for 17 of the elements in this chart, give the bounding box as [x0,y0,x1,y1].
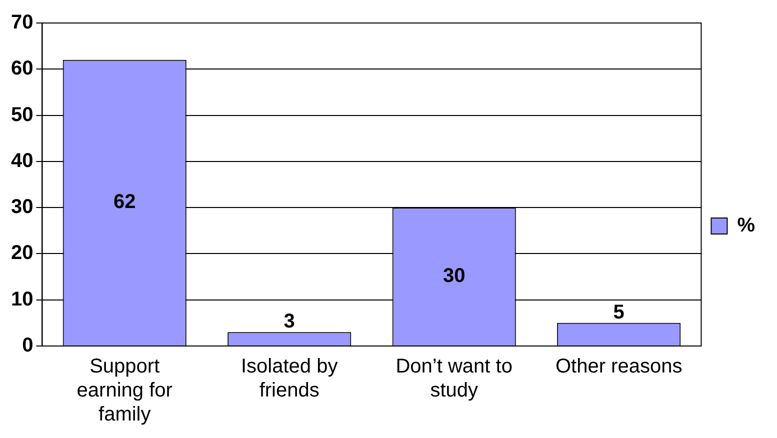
y-tick-label: 50 [10,104,34,126]
y-tick-label: 60 [10,58,34,80]
x-tick-label: Other reasons [555,356,682,378]
y-tick-label: 30 [10,196,34,218]
x-tick-label: Isolated by friends [240,356,338,402]
y-tick-label: 40 [10,150,34,172]
y-tick-label: 10 [10,288,34,310]
x-tick-label: Support earning for family [76,356,173,426]
data-label: 5 [613,301,624,324]
data-label: 62 [113,191,136,214]
data-label: 30 [442,265,466,288]
y-tick-label: 70 [10,12,34,34]
y-tick-label: 0 [22,334,34,357]
legend-label: % [737,214,756,237]
data-label: 3 [284,310,295,333]
x-tick-label: Don’t want to study [396,356,512,402]
y-tick-label: 20 [10,242,34,264]
